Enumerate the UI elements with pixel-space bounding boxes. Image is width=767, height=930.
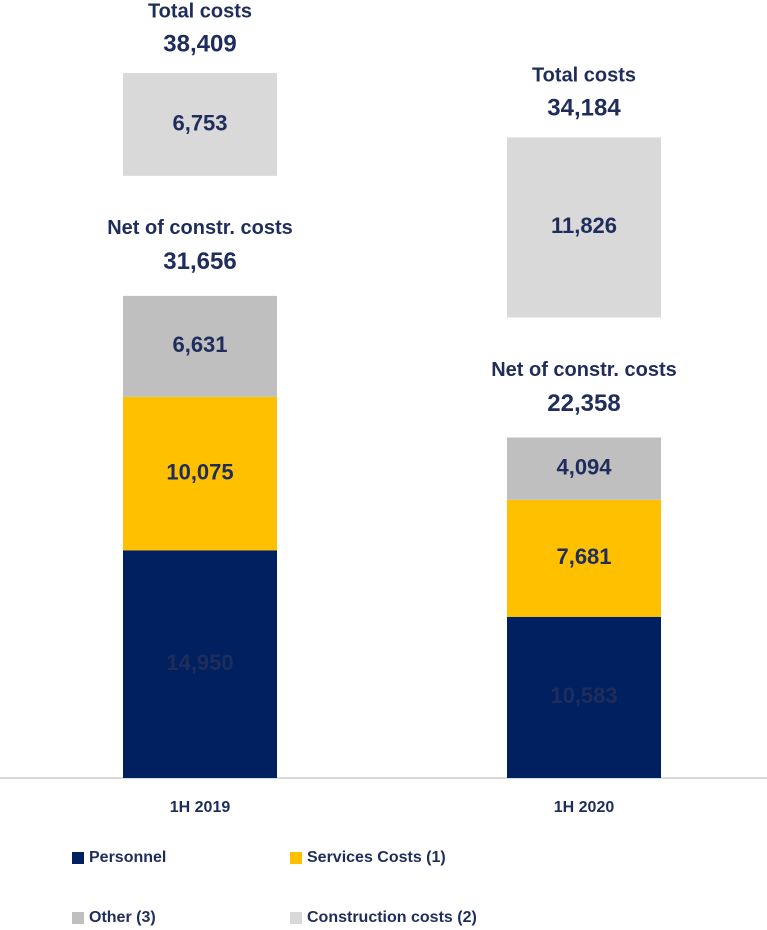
net-total: 22,358 xyxy=(547,390,620,417)
total-value: 38,409 xyxy=(163,30,236,57)
legend-swatch xyxy=(72,912,84,924)
bar-segment xyxy=(507,437,661,500)
value-label: 14,950 xyxy=(166,650,233,675)
value-label: 4,094 xyxy=(556,454,612,479)
total-value: 34,184 xyxy=(547,95,621,122)
total-label: Total costs xyxy=(532,65,636,87)
value-label: 10,075 xyxy=(166,459,233,484)
net-label: Net of constr. costs xyxy=(491,359,677,381)
bar-segment xyxy=(123,396,277,551)
bar-segment xyxy=(507,616,661,778)
bar-segment xyxy=(123,295,277,397)
value-label: 6,753 xyxy=(172,110,227,135)
legend-swatch xyxy=(290,912,302,924)
value-label: 10,583 xyxy=(550,683,617,708)
x-tick-label: 1H 2019 xyxy=(170,799,231,816)
legend-swatch xyxy=(290,852,302,864)
net-label: Net of constr. costs xyxy=(107,217,293,239)
legend-label: Services Costs (1) xyxy=(307,849,446,866)
legend-swatch xyxy=(72,852,84,864)
legend-label: Construction costs (2) xyxy=(307,909,477,926)
x-tick-label: 1H 2020 xyxy=(554,799,615,816)
bar-segment xyxy=(123,550,277,778)
legend-label: Personnel xyxy=(89,849,166,866)
value-label: 6,631 xyxy=(172,332,227,357)
legend-label: Other (3) xyxy=(89,909,156,926)
bar-segment xyxy=(507,137,661,318)
bar-segment xyxy=(123,73,277,176)
bar-segment xyxy=(507,499,661,617)
value-label: 7,681 xyxy=(556,544,611,569)
net-total: 31,656 xyxy=(163,248,236,275)
value-label: 11,826 xyxy=(551,213,617,238)
total-label: Total costs xyxy=(148,0,252,22)
